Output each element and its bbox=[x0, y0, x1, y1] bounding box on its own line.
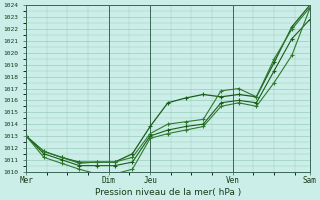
X-axis label: Pression niveau de la mer( hPa ): Pression niveau de la mer( hPa ) bbox=[95, 188, 241, 197]
